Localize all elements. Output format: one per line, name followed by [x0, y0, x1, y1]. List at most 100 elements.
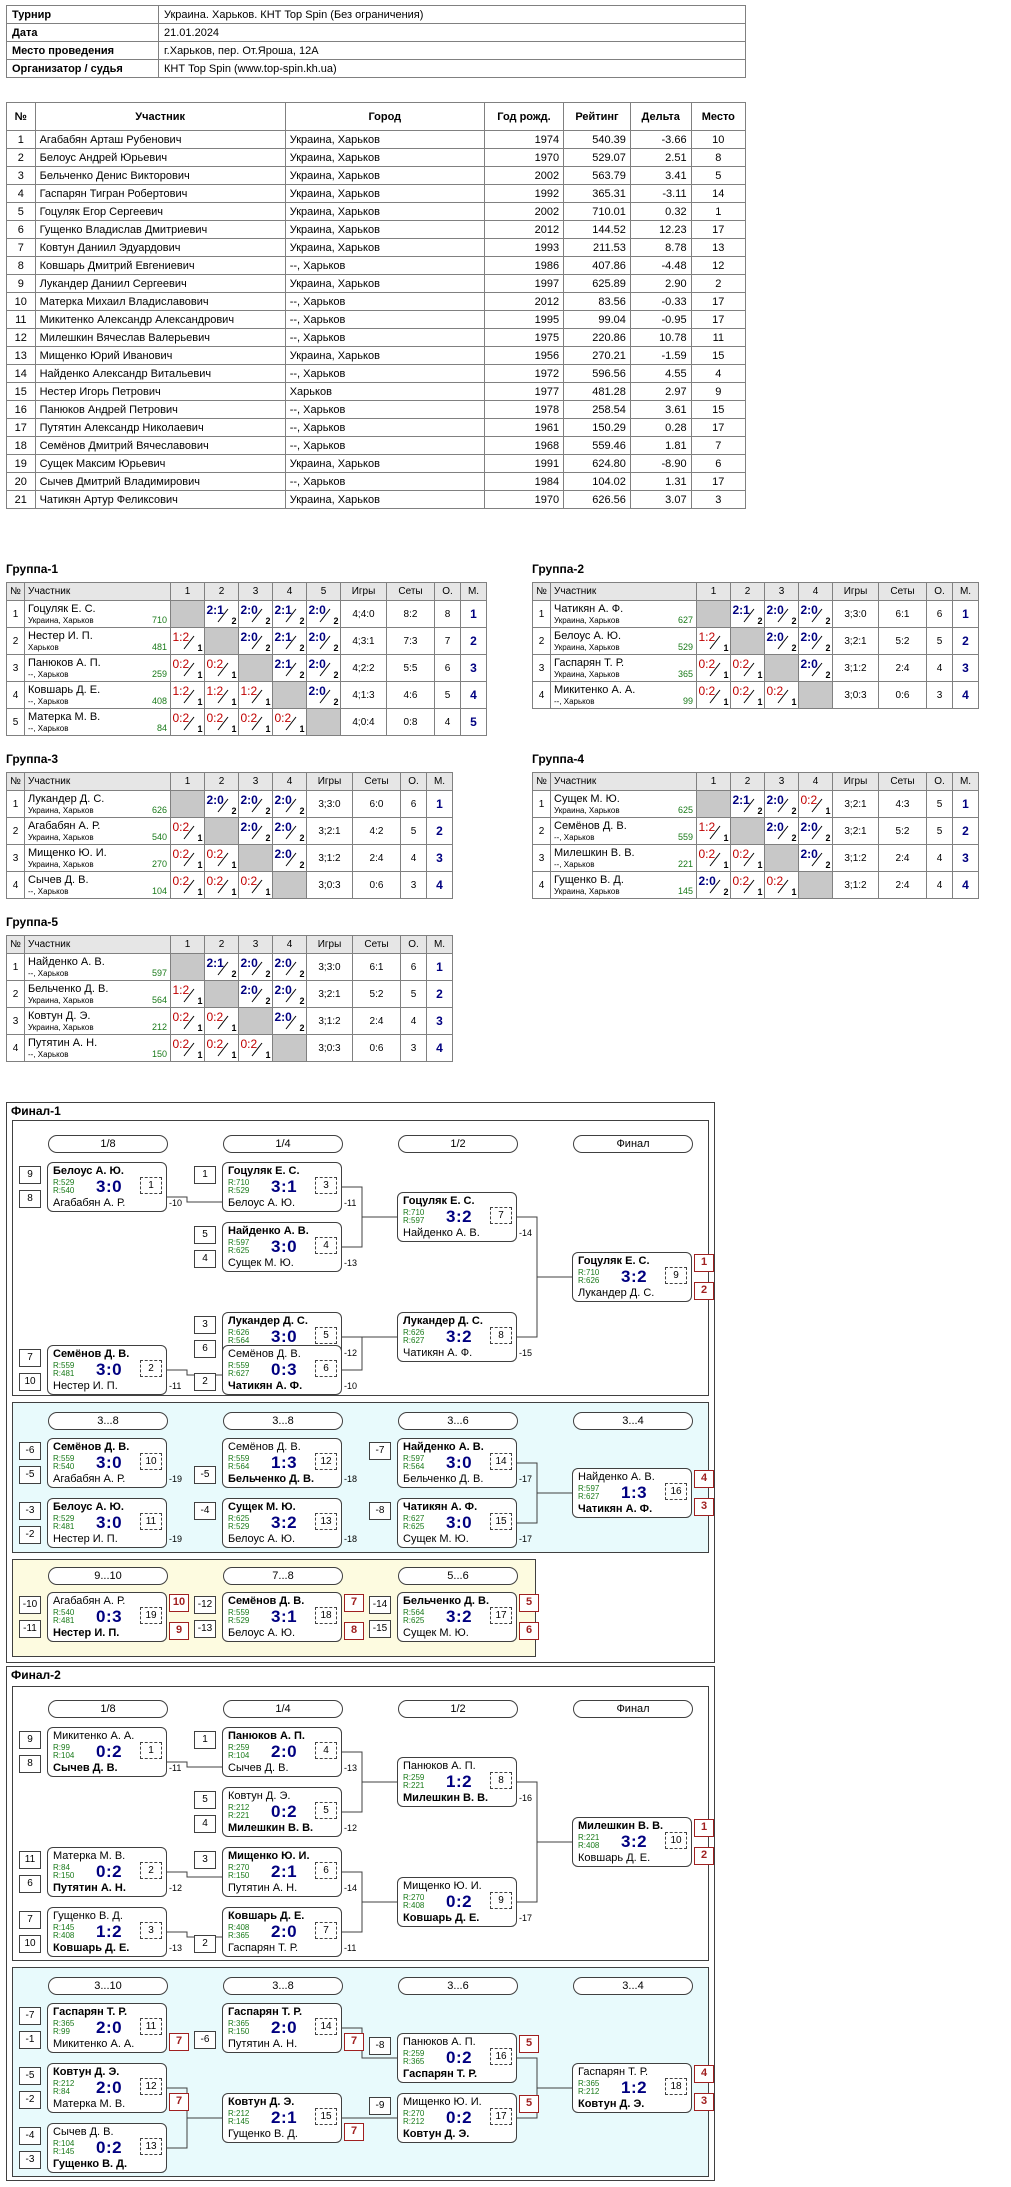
match-score-cell: 2:0 2	[238, 980, 273, 1008]
participant-row: 9 Лукандер Даниил Сергеевич Украина, Харьк…	[6, 274, 747, 293]
participant-cell: 21	[6, 490, 36, 509]
player-bottom: Нестер И. П.	[53, 1533, 118, 1545]
player-name: Гущенко В. Д.	[554, 873, 624, 886]
match-points: 1	[757, 887, 763, 897]
match-number: 19	[140, 1607, 162, 1624]
seed-bottom: 4	[194, 1250, 216, 1268]
rating-bottom: R:150	[228, 1871, 250, 1880]
info-label: Турнир	[6, 5, 159, 24]
round-label: 9...10	[48, 1567, 168, 1585]
round-label: 7...8	[223, 1567, 343, 1585]
match-score-cell: 0:2 1	[204, 654, 239, 682]
match-score: 2:0	[274, 1010, 292, 1024]
player-top: Гоцуляк Е. С.	[403, 1195, 475, 1207]
seed-top: 1	[194, 1731, 216, 1749]
sets-value: 2:4	[878, 871, 927, 899]
loser-goes-to: -15	[519, 1348, 533, 1358]
place-value: 3	[952, 654, 979, 682]
match-points: 1	[723, 643, 729, 653]
group-title: Группа-4	[532, 752, 585, 766]
participant-row: 8 Ковшарь Дмитрий Евгениевич --, Харьков 19…	[6, 256, 747, 275]
slash-mark	[709, 879, 720, 894]
match-card: Панюков А. П. R:259 R:104 2:0 4 Сычев Д. В.	[222, 1727, 342, 1777]
place-value: 5	[460, 708, 487, 736]
match-score: 2:0	[800, 630, 818, 644]
match-score: 0:2	[271, 1802, 298, 1821]
match-points: 2	[299, 806, 305, 816]
points-value: 6	[926, 600, 953, 628]
loser-goes-to: -12	[169, 1883, 183, 1893]
col-opponent: 4	[272, 935, 307, 954]
match-points: 2	[299, 670, 305, 680]
group-row: 4 Сычев Д. В. --, Харьков 104 0:2 1 0:2 1 0:2 1 3;…	[6, 871, 453, 899]
col-place: М.	[460, 582, 487, 601]
slash-mark	[217, 879, 228, 894]
games-value: 3;2:1	[306, 817, 353, 845]
slash-mark	[743, 662, 754, 677]
match-points: 2	[791, 616, 797, 626]
player-bottom: Милешкин В. В.	[228, 1822, 314, 1834]
match-score-cell: 0:2 1	[204, 844, 239, 872]
slash-mark	[217, 852, 228, 867]
rating-bottom: R:84	[53, 2087, 70, 2096]
match-score: 2:1	[732, 793, 750, 807]
place-value: 1	[952, 600, 979, 628]
player-bottom: Найденко А. В.	[403, 1227, 480, 1239]
match-score: 0:2	[446, 2048, 473, 2067]
player-bottom: Ковшарь Д. Е.	[403, 1912, 480, 1924]
row-num: 4	[6, 871, 25, 899]
points-value: 4	[926, 871, 953, 899]
participant-row: 2 Белоус Андрей Юрьевич Украина, Харьков 19…	[6, 148, 747, 167]
match-score: 0:2	[698, 657, 716, 671]
round-label: 5...6	[398, 1567, 518, 1585]
participant-cell: Чатикян Артур Феликсович	[34, 490, 286, 509]
final-title: Финал-1	[11, 1104, 61, 1118]
diagonal-cell	[730, 817, 765, 845]
match-score: 1:2	[698, 820, 716, 834]
match-score: 2:0	[800, 657, 818, 671]
participant-cell: 2.97	[629, 382, 692, 401]
slash-mark	[251, 988, 262, 1003]
place-value: 1	[460, 600, 487, 628]
row-num: 4	[6, 681, 25, 709]
player-rating: 365	[677, 669, 693, 679]
slash-mark	[251, 608, 262, 623]
match-points: 1	[197, 1050, 203, 1060]
group-row: 2 Семёнов Д. В. --, Харьков 559 1:2 1 2:0 2 2:0 2…	[532, 817, 979, 845]
loser-goes-to: -17	[519, 1913, 533, 1923]
final-place-bottom: 6	[519, 1622, 539, 1640]
rating-top: R:597	[578, 1484, 600, 1493]
slash-mark	[743, 689, 754, 704]
seed-bottom: -13	[194, 1620, 216, 1638]
row-num: 3	[6, 844, 25, 872]
participant-cell: Семёнов Дмитрий Вячеславович	[34, 436, 286, 455]
loser-goes-to: -13	[169, 1943, 183, 1953]
participant-cell: 17	[6, 418, 36, 437]
slash-mark	[285, 608, 296, 623]
slash-mark	[285, 988, 296, 1003]
participant-cell: 9	[690, 382, 747, 401]
info-value: КНТ Top Spin (www.top-spin.kh.ua)	[158, 59, 746, 78]
loser-goes-to: -11	[169, 1763, 182, 1773]
seed-bottom: 6	[194, 1340, 216, 1358]
match-score-cell: 2:0 2	[764, 627, 799, 655]
participant-cell: 2	[690, 274, 747, 293]
rating-top: R:710	[228, 1178, 250, 1187]
col-opponent: 1	[696, 582, 731, 601]
participant-cell: Найденко Александр Витальевич	[34, 364, 286, 383]
match-points: 2	[333, 670, 339, 680]
match-score-cell: 1:2 1	[696, 817, 731, 845]
place-value: 3	[426, 1007, 453, 1035]
player-top: Гоцуляк Е. С.	[578, 1255, 650, 1267]
match-points: 2	[299, 996, 305, 1006]
sets-value: 6:1	[352, 953, 401, 981]
player-city: --, Харьков	[28, 696, 69, 706]
match-score-cell: 1:2 1	[170, 980, 205, 1008]
row-num: 5	[6, 708, 25, 736]
slash-mark	[709, 662, 720, 677]
games-value: 3;1:2	[306, 844, 353, 872]
player-rating: 529	[677, 642, 693, 652]
match-card: Ковтун Д. Э. R:212 R:221 0:2 5 Милешкин В. В.	[222, 1787, 342, 1837]
participant-cell: Агабабян Арташ Рубенович	[34, 130, 286, 149]
match-score: 1:2	[172, 684, 190, 698]
